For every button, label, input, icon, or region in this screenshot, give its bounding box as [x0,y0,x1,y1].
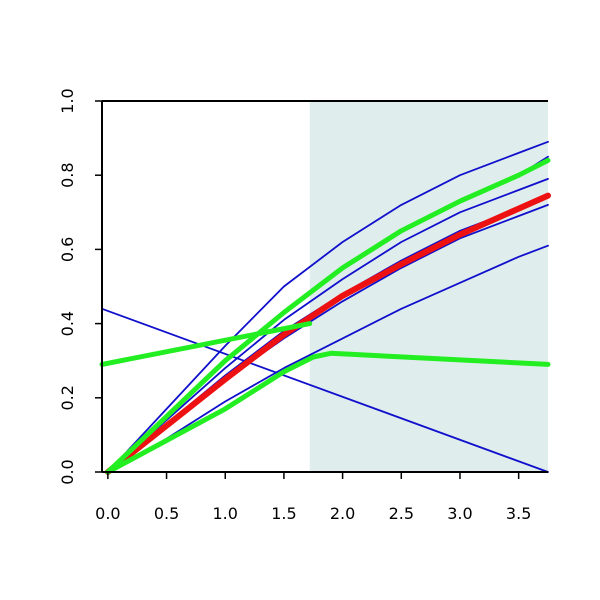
series-line-green-8 [105,157,551,475]
y-tick-label: 0.2 [58,385,77,410]
x-tick-label: 3.5 [506,504,531,523]
series-line-blue-5 [107,244,549,473]
shaded-region [309,101,548,472]
x-tick-label: 1.0 [213,504,238,523]
series-line-red-7 [104,192,551,475]
y-tick-label: 0.4 [58,311,77,336]
series-line-blue-0 [107,140,549,473]
y-tick-label: 0.0 [58,459,77,484]
y-tick-label: 0.8 [58,162,77,187]
series-line-blue-6 [101,307,549,473]
x-tick-label: 0.0 [95,504,120,523]
x-tick-label: 2.0 [330,504,355,523]
x-tick-label: 0.5 [154,504,179,523]
y-tick-label: 1.0 [58,88,77,113]
x-tick-label: 2.5 [389,504,414,523]
series-line-blue-2 [107,177,549,473]
series-line-green-9 [99,321,313,367]
x-tick-label: 3.0 [447,504,472,523]
x-tick-label: 1.5 [271,504,296,523]
series-line-green-10 [105,350,551,475]
y-tick-label: 0.6 [58,237,77,262]
